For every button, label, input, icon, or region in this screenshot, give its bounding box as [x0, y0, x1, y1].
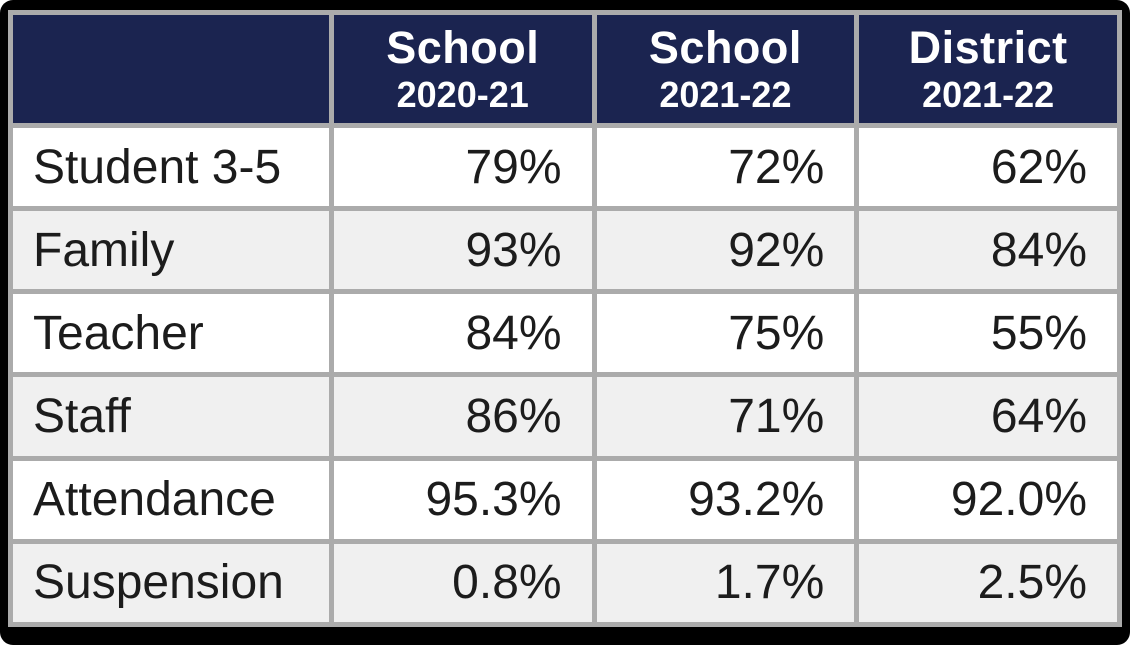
row-label: Staff — [13, 377, 329, 456]
cell-value: 93.2% — [596, 460, 855, 539]
table-row-student-3-5: Student 3-5 79% 72% 62% — [13, 128, 1117, 207]
cell-value: 71% — [596, 377, 855, 456]
col-title: District — [908, 21, 1068, 73]
cell-value: 75% — [596, 294, 855, 373]
col-title: School — [386, 21, 540, 73]
cell-value: 92.0% — [859, 460, 1117, 539]
table-row-staff: Staff 86% 71% 64% — [13, 377, 1117, 456]
col-header-district-2021-22: District 2021-22 — [859, 15, 1117, 123]
col-subtitle: 2021-22 — [922, 74, 1055, 116]
col-header-school-2020-21: School 2020-21 — [333, 15, 592, 123]
cell-value: 62% — [859, 128, 1117, 207]
cell-value: 72% — [596, 128, 855, 207]
col-header-school-2021-22: School 2021-22 — [596, 15, 855, 123]
cell-value: 86% — [333, 377, 592, 456]
row-label: Family — [13, 211, 329, 290]
col-subtitle: 2020-21 — [396, 74, 529, 116]
table-row-attendance: Attendance 95.3% 93.2% 92.0% — [13, 460, 1117, 539]
row-label: Suspension — [13, 543, 329, 622]
cell-value: 1.7% — [596, 543, 855, 622]
row-label: Student 3-5 — [13, 128, 329, 207]
cell-value: 64% — [859, 377, 1117, 456]
table-row-family: Family 93% 92% 84% — [13, 211, 1117, 290]
table-row-teacher: Teacher 84% 75% 55% — [13, 294, 1117, 373]
row-label: Attendance — [13, 460, 329, 539]
data-table-grid: School 2020-21 School 2021-22 District 2… — [8, 10, 1122, 627]
cell-value: 84% — [333, 294, 592, 373]
cell-value: 92% — [596, 211, 855, 290]
table-row-suspension: Suspension 0.8% 1.7% 2.5% — [13, 543, 1117, 622]
cell-value: 55% — [859, 294, 1117, 373]
cell-value: 84% — [859, 211, 1117, 290]
cell-value: 0.8% — [333, 543, 592, 622]
cell-value: 79% — [333, 128, 592, 207]
school-district-metrics-table: School 2020-21 School 2021-22 District 2… — [8, 10, 1122, 627]
cell-value: 95.3% — [333, 460, 592, 539]
header-row: School 2020-21 School 2021-22 District 2… — [13, 15, 1117, 123]
cell-value: 93% — [333, 211, 592, 290]
row-label: Teacher — [13, 294, 329, 373]
cell-value: 2.5% — [859, 543, 1117, 622]
corner-cell — [13, 15, 329, 123]
col-title: School — [648, 21, 802, 73]
col-subtitle: 2021-22 — [659, 74, 792, 116]
